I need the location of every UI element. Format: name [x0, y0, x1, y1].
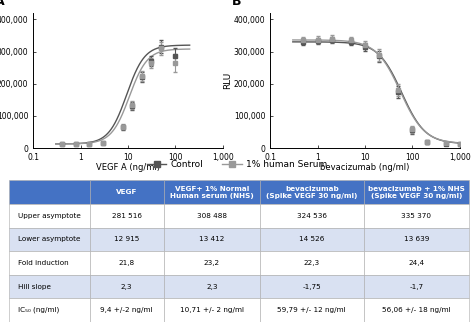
Text: B: B — [232, 0, 242, 8]
X-axis label: VEGF A (ng/ml): VEGF A (ng/ml) — [96, 163, 160, 172]
X-axis label: bevacizumab (ng/ml): bevacizumab (ng/ml) — [320, 163, 410, 172]
Legend: Control, 1% human Serum: Control, 1% human Serum — [143, 156, 331, 172]
Text: A: A — [0, 0, 5, 8]
Y-axis label: RLU: RLU — [223, 72, 232, 89]
